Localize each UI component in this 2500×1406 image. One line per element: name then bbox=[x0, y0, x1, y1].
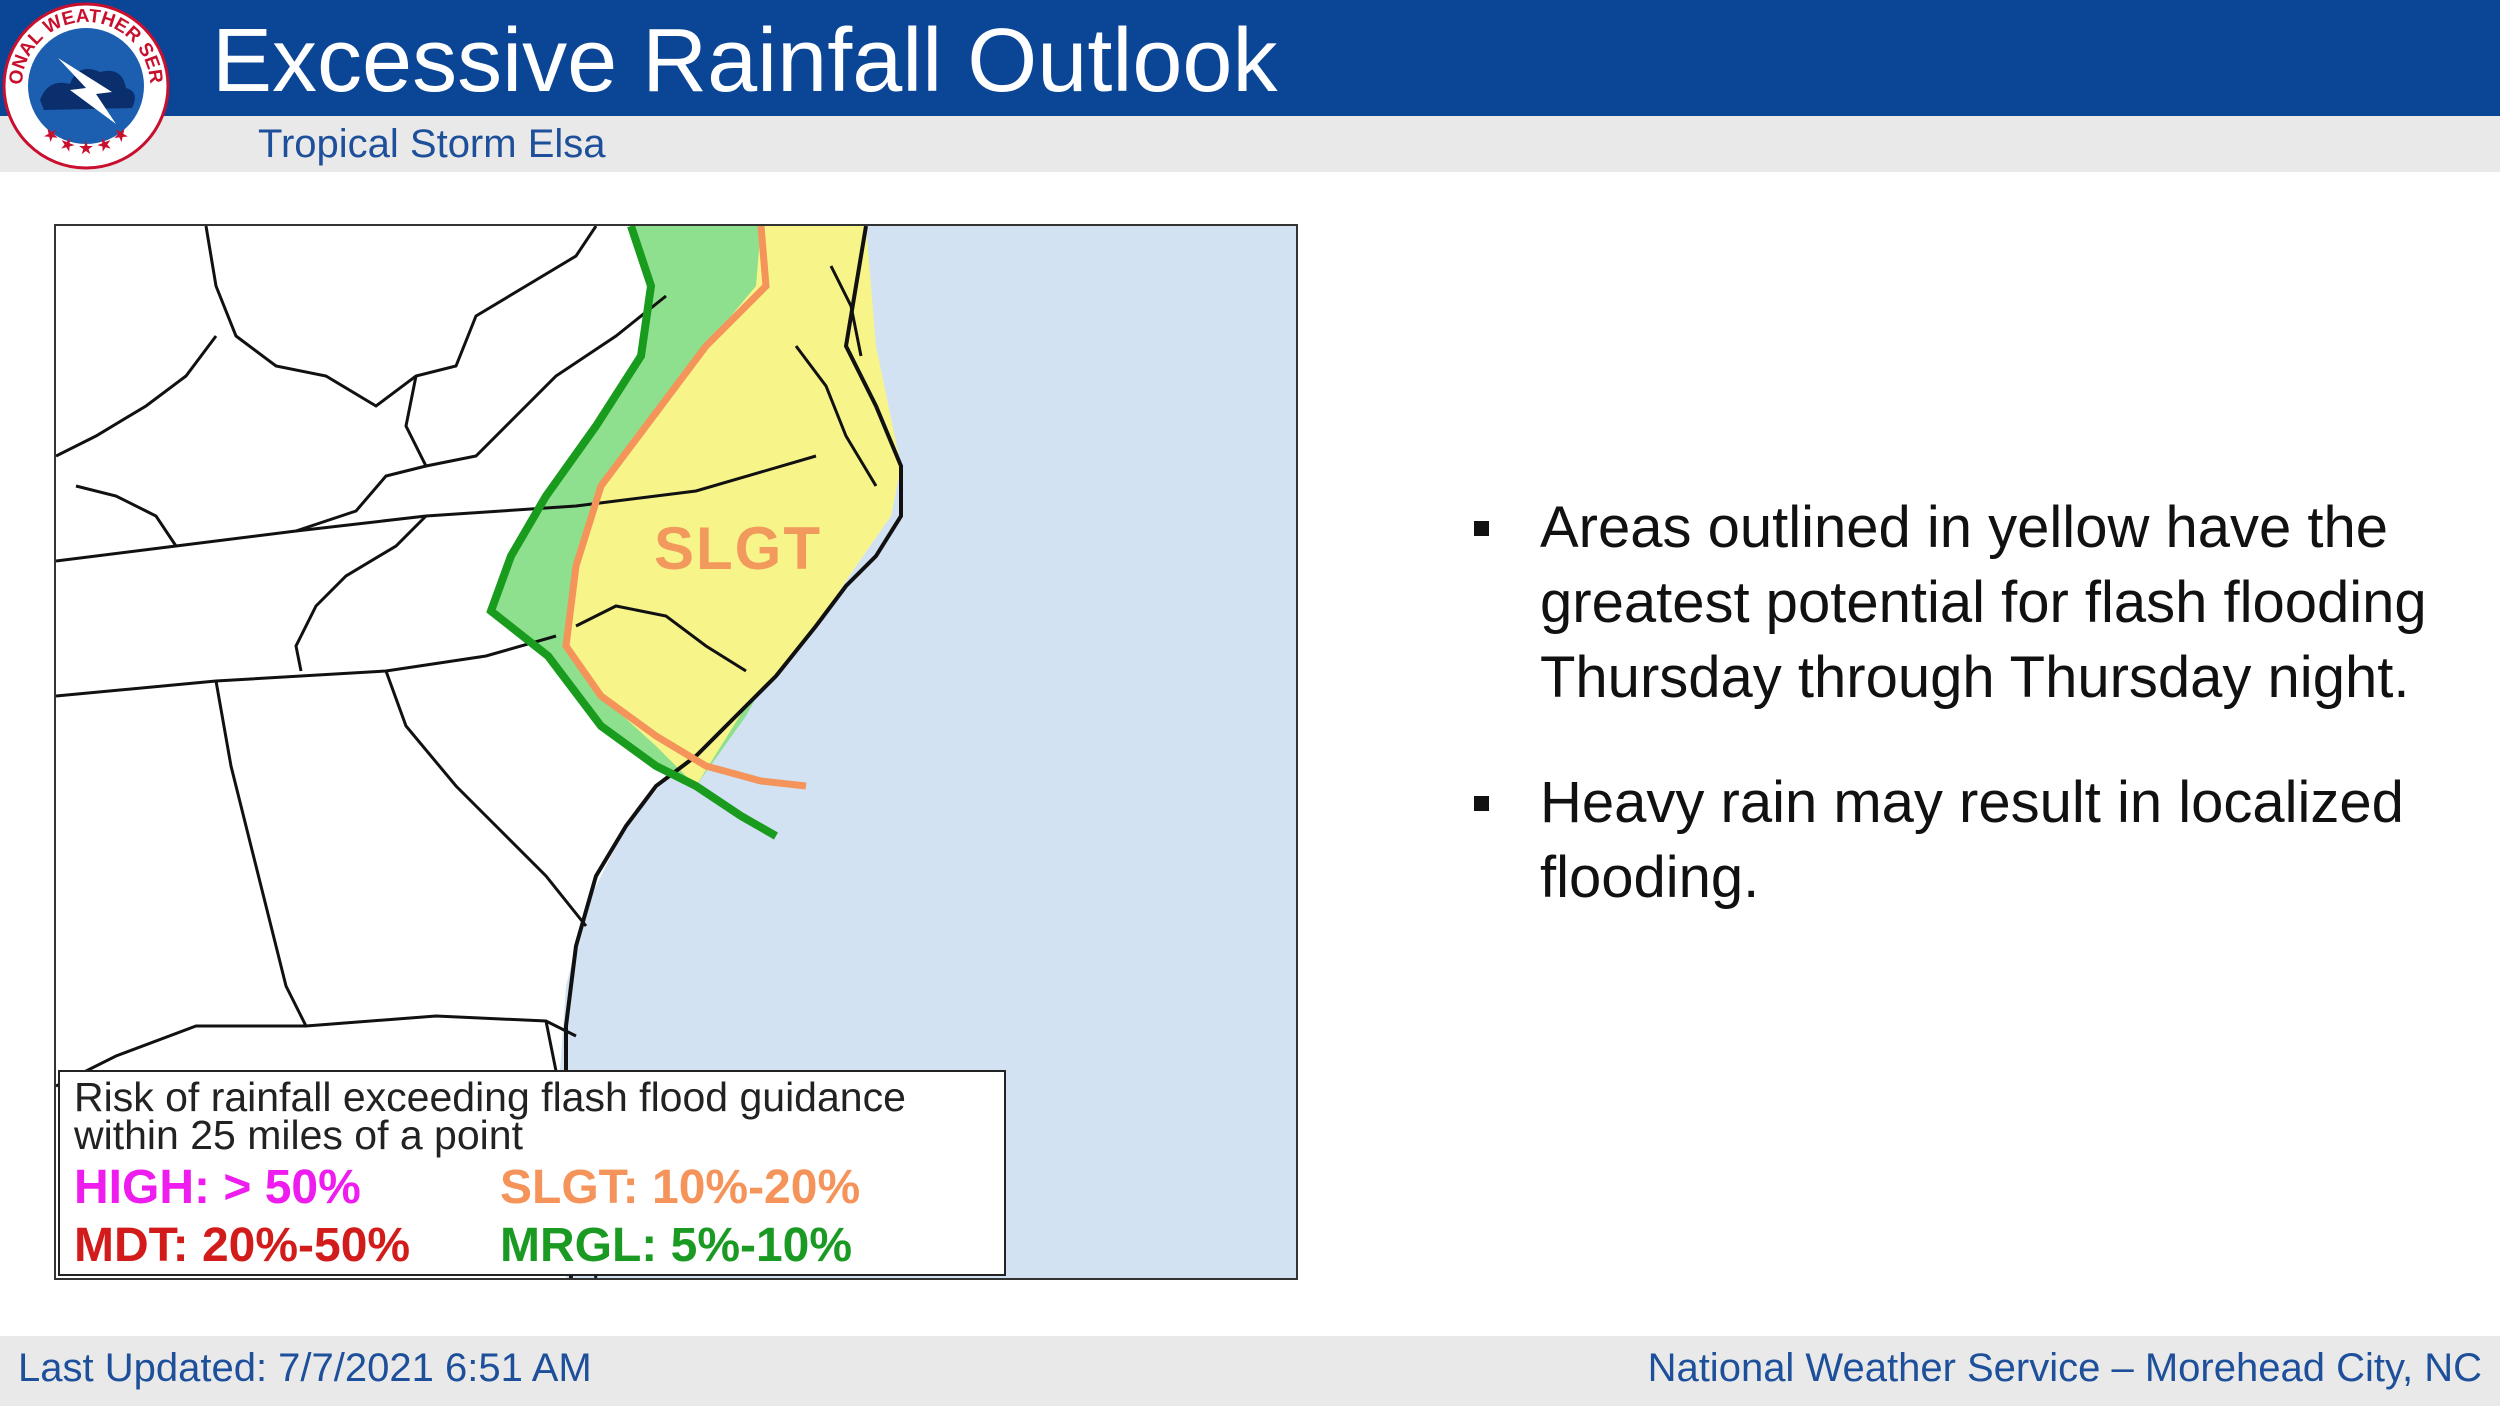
rainfall-outlook-map: SLGT Risk of rainfall exceeding flash fl… bbox=[54, 224, 1298, 1280]
page-title: Excessive Rainfall Outlook bbox=[212, 11, 1278, 111]
footer-bar bbox=[0, 1336, 2500, 1406]
office-name: National Weather Service – Morehead City… bbox=[1647, 1346, 2482, 1390]
last-updated: Last Updated: 7/7/2021 6:51 AM bbox=[18, 1346, 592, 1390]
ocean-area bbox=[556, 226, 1296, 1278]
slgt-outline bbox=[562, 226, 807, 790]
page-subtitle: Tropical Storm Elsa bbox=[258, 122, 606, 166]
slgt-risk-area bbox=[566, 226, 901, 786]
legend-high: HIGH: > 50% bbox=[74, 1161, 361, 1214]
bullet-item: Areas outlined in yellow have the greate… bbox=[1474, 490, 2434, 715]
map-legend: Risk of rainfall exceeding flash flood g… bbox=[58, 1070, 1006, 1276]
bullet-item: Heavy rain may result in localized flood… bbox=[1474, 765, 2434, 915]
legend-mrgl: MRGL: 5%-10% bbox=[500, 1219, 853, 1272]
state-borders bbox=[56, 226, 878, 1278]
legend-mdt: MDT: 20%-50% bbox=[74, 1219, 411, 1272]
coastline bbox=[564, 226, 903, 1278]
bullet-text: Heavy rain may result in localized flood… bbox=[1540, 770, 2404, 910]
map-canvas bbox=[56, 226, 1296, 1278]
header-bar bbox=[0, 0, 2500, 116]
bullet-list: Areas outlined in yellow have the greate… bbox=[1474, 490, 2434, 965]
subheader-bar bbox=[0, 116, 2500, 172]
legend-description: Risk of rainfall exceeding flash flood g… bbox=[74, 1074, 906, 1158]
legend-slgt: SLGT: 10%-20% bbox=[500, 1161, 861, 1214]
mrgl-outline bbox=[486, 226, 778, 840]
nws-logo-icon: NATIONAL WEATHER SERVICE ★ ★ ★ ★ ★ bbox=[0, 0, 170, 170]
bullet-marker-icon bbox=[1474, 796, 1489, 811]
bullet-text: Areas outlined in yellow have the greate… bbox=[1540, 495, 2427, 710]
bullet-marker-icon bbox=[1474, 521, 1489, 536]
slgt-area-label: SLGT bbox=[654, 515, 822, 582]
